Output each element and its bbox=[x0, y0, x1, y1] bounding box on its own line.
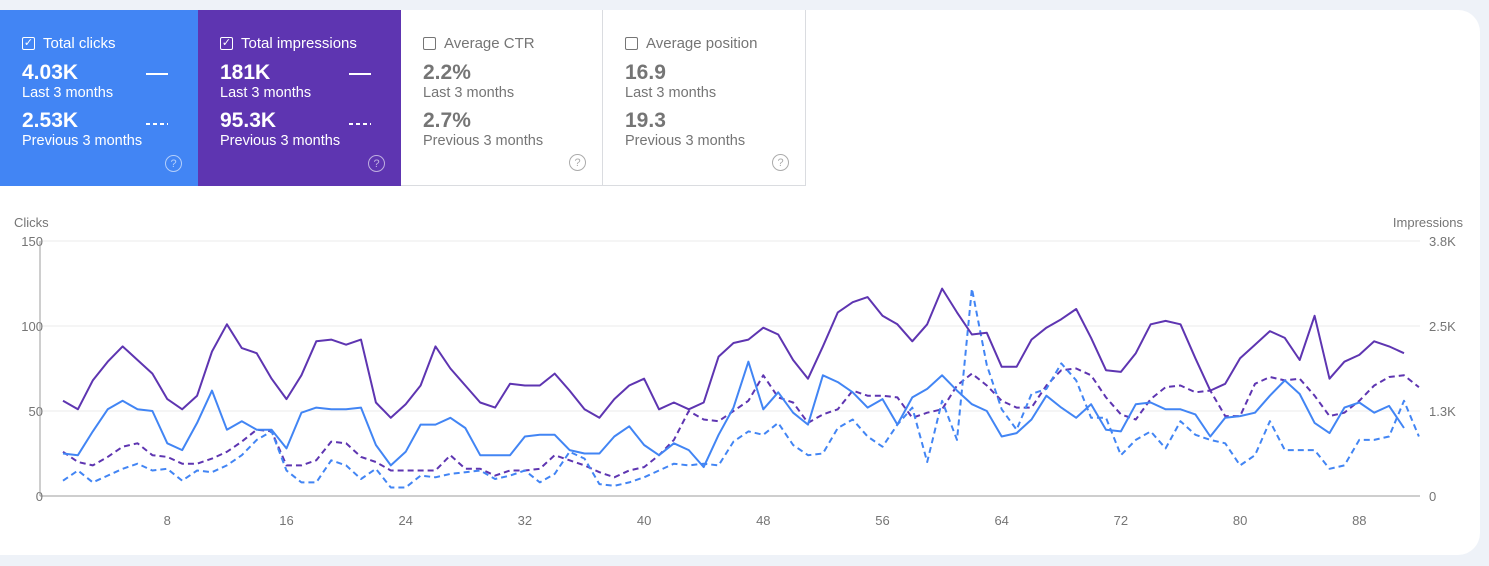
x-tick-label: 80 bbox=[1233, 513, 1247, 528]
x-tick-label: 64 bbox=[994, 513, 1008, 528]
x-tick-label: 8 bbox=[164, 513, 171, 528]
x-tick-label: 72 bbox=[1114, 513, 1128, 528]
metric-prev-period: Previous 3 months bbox=[625, 133, 746, 149]
left-tick-label: 150 bbox=[21, 234, 43, 249]
x-tick-label: 24 bbox=[398, 513, 412, 528]
x-tick-label: 16 bbox=[279, 513, 293, 528]
x-tick-label: 32 bbox=[518, 513, 532, 528]
series-line-total-impressions-previous-3-months bbox=[62, 367, 1420, 479]
metric-value: 4.03K bbox=[22, 61, 79, 84]
metric-prev-value: 95.3K bbox=[220, 109, 277, 132]
metric-period: Last 3 months bbox=[220, 85, 312, 101]
legend-dashed-line bbox=[146, 123, 168, 125]
left-tick-label: 50 bbox=[29, 404, 43, 419]
metric-prev-value: 2.53K bbox=[22, 109, 79, 132]
right-tick-label: 2.5K bbox=[1429, 319, 1456, 334]
metric-value: 2.2% bbox=[423, 61, 471, 84]
left-tick-label: 0 bbox=[36, 489, 43, 504]
metric-card-total-impressions[interactable]: ✓ Total impressions 181K Last 3 months 95… bbox=[198, 10, 401, 186]
metric-label: Total impressions bbox=[241, 35, 357, 52]
metric-period: Last 3 months bbox=[22, 85, 114, 101]
metric-label: Average CTR bbox=[444, 35, 535, 52]
right-tick-label: 1.3K bbox=[1429, 404, 1456, 419]
help-icon[interactable]: ? bbox=[368, 155, 385, 172]
help-icon[interactable]: ? bbox=[165, 155, 182, 172]
checkbox[interactable] bbox=[625, 37, 638, 50]
metric-card-total-clicks[interactable]: ✓ Total clicks 4.03K Last 3 months 2.53K … bbox=[0, 10, 198, 186]
series-line-total-clicks-previous-3-months bbox=[62, 287, 1420, 489]
help-icon[interactable]: ? bbox=[569, 154, 586, 171]
checkbox[interactable] bbox=[423, 37, 436, 50]
metric-prev-value: 2.7% bbox=[423, 109, 471, 132]
legend-solid-line bbox=[146, 73, 168, 75]
metric-label: Total clicks bbox=[43, 35, 116, 52]
metric-card-average-ctr[interactable]: Average CTR 2.2% Last 3 months 2.7% Prev… bbox=[401, 10, 603, 186]
performance-panel: ✓ Total clicks 4.03K Last 3 months 2.53K … bbox=[0, 10, 1480, 555]
x-tick-label: 56 bbox=[875, 513, 889, 528]
left-axis-label: Clicks bbox=[14, 215, 49, 230]
metric-prev-value: 19.3 bbox=[625, 109, 666, 132]
legend-dashed-line bbox=[349, 123, 371, 125]
x-tick-label: 88 bbox=[1352, 513, 1366, 528]
checkbox[interactable]: ✓ bbox=[22, 37, 35, 50]
metric-card-average-position[interactable]: Average position 16.9 Last 3 months 19.3… bbox=[603, 10, 806, 186]
metric-value: 16.9 bbox=[625, 61, 666, 84]
metric-value: 181K bbox=[220, 61, 271, 84]
metric-period: Last 3 months bbox=[423, 85, 515, 101]
metric-prev-period: Previous 3 months bbox=[220, 133, 341, 149]
left-tick-label: 100 bbox=[21, 319, 43, 334]
help-icon[interactable]: ? bbox=[772, 154, 789, 171]
metric-prev-period: Previous 3 months bbox=[423, 133, 544, 149]
right-axis-label: Impressions bbox=[1393, 215, 1464, 230]
series-line-total-impressions-last-3-months bbox=[62, 287, 1405, 419]
checkbox[interactable]: ✓ bbox=[220, 37, 233, 50]
x-tick-label: 40 bbox=[637, 513, 651, 528]
right-tick-label: 3.8K bbox=[1429, 234, 1456, 249]
metric-period: Last 3 months bbox=[625, 85, 717, 101]
metric-label: Average position bbox=[646, 35, 758, 52]
legend-solid-line bbox=[349, 73, 371, 75]
metric-prev-period: Previous 3 months bbox=[22, 133, 143, 149]
right-tick-label: 0 bbox=[1429, 489, 1436, 504]
series-line-total-clicks-last-3-months bbox=[62, 360, 1405, 469]
x-tick-label: 48 bbox=[756, 513, 770, 528]
